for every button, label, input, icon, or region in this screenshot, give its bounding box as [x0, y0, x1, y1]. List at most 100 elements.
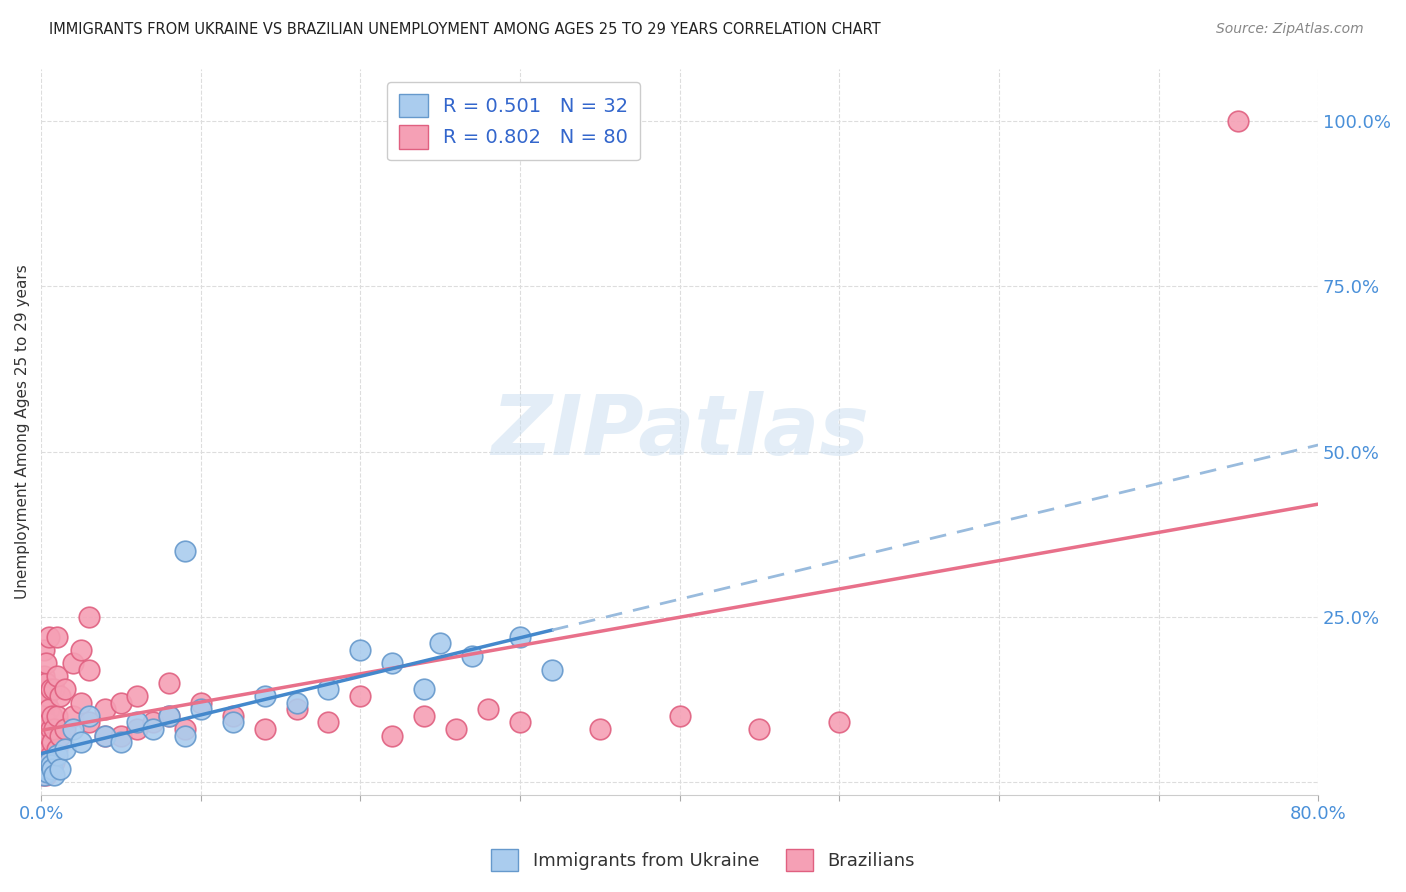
Point — [94, 729, 117, 743]
Point — [34, 642, 56, 657]
Point — [49, 729, 72, 743]
Point — [34, 708, 56, 723]
Point — [41, 735, 63, 749]
Point — [349, 689, 371, 703]
Point — [39, 722, 62, 736]
Point — [110, 729, 132, 743]
Point — [349, 642, 371, 657]
Point — [77, 609, 100, 624]
Point — [42, 755, 65, 769]
Point — [31, 768, 53, 782]
Point — [77, 715, 100, 730]
Point — [110, 735, 132, 749]
Point — [37, 689, 59, 703]
Point — [190, 702, 212, 716]
Point — [142, 715, 165, 730]
Point — [34, 748, 56, 763]
Point — [318, 682, 340, 697]
Point — [62, 708, 84, 723]
Point — [42, 722, 65, 736]
Point — [157, 675, 180, 690]
Point — [173, 543, 195, 558]
Point — [41, 708, 63, 723]
Point — [77, 663, 100, 677]
Point — [221, 708, 243, 723]
Point — [46, 708, 69, 723]
Point — [1227, 114, 1250, 128]
Point — [41, 762, 63, 776]
Point — [42, 768, 65, 782]
Point — [38, 755, 60, 769]
Point — [46, 669, 69, 683]
Point — [413, 682, 436, 697]
Point — [49, 689, 72, 703]
Point — [34, 768, 56, 782]
Point — [285, 702, 308, 716]
Point — [35, 768, 58, 782]
Point — [77, 708, 100, 723]
Point — [46, 630, 69, 644]
Point — [49, 762, 72, 776]
Point — [748, 722, 770, 736]
Point — [70, 642, 93, 657]
Point — [35, 656, 58, 670]
Point — [509, 715, 531, 730]
Point — [125, 715, 148, 730]
Point — [668, 708, 690, 723]
Point — [381, 729, 404, 743]
Point — [38, 729, 60, 743]
Point — [509, 630, 531, 644]
Point — [35, 696, 58, 710]
Point — [142, 722, 165, 736]
Point — [35, 762, 58, 776]
Point — [381, 656, 404, 670]
Point — [34, 729, 56, 743]
Point — [413, 708, 436, 723]
Point — [253, 689, 276, 703]
Point — [94, 729, 117, 743]
Point — [39, 682, 62, 697]
Point — [35, 755, 58, 769]
Point — [461, 649, 484, 664]
Point — [253, 722, 276, 736]
Legend: R = 0.501   N = 32, R = 0.802   N = 80: R = 0.501 N = 32, R = 0.802 N = 80 — [387, 82, 640, 161]
Point — [190, 696, 212, 710]
Point — [173, 729, 195, 743]
Text: Source: ZipAtlas.com: Source: ZipAtlas.com — [1216, 22, 1364, 37]
Point — [34, 689, 56, 703]
Point — [31, 762, 53, 776]
Point — [37, 741, 59, 756]
Point — [31, 741, 53, 756]
Legend: Immigrants from Ukraine, Brazilians: Immigrants from Ukraine, Brazilians — [484, 842, 922, 879]
Point — [46, 741, 69, 756]
Point — [37, 715, 59, 730]
Point — [828, 715, 851, 730]
Point — [38, 630, 60, 644]
Point — [38, 702, 60, 716]
Point — [37, 764, 59, 779]
Point — [37, 762, 59, 776]
Point — [157, 708, 180, 723]
Text: ZIPatlas: ZIPatlas — [491, 392, 869, 472]
Point — [125, 722, 148, 736]
Point — [62, 656, 84, 670]
Point — [94, 702, 117, 716]
Point — [62, 722, 84, 736]
Point — [39, 748, 62, 763]
Point — [444, 722, 467, 736]
Point — [53, 682, 76, 697]
Point — [34, 762, 56, 776]
Point — [285, 696, 308, 710]
Point — [35, 735, 58, 749]
Point — [70, 696, 93, 710]
Point — [41, 762, 63, 776]
Y-axis label: Unemployment Among Ages 25 to 29 years: Unemployment Among Ages 25 to 29 years — [15, 264, 30, 599]
Point — [35, 722, 58, 736]
Point — [173, 722, 195, 736]
Point — [46, 748, 69, 763]
Point — [42, 682, 65, 697]
Point — [39, 758, 62, 772]
Point — [125, 689, 148, 703]
Text: IMMIGRANTS FROM UKRAINE VS BRAZILIAN UNEMPLOYMENT AMONG AGES 25 TO 29 YEARS CORR: IMMIGRANTS FROM UKRAINE VS BRAZILIAN UNE… — [49, 22, 880, 37]
Point — [70, 735, 93, 749]
